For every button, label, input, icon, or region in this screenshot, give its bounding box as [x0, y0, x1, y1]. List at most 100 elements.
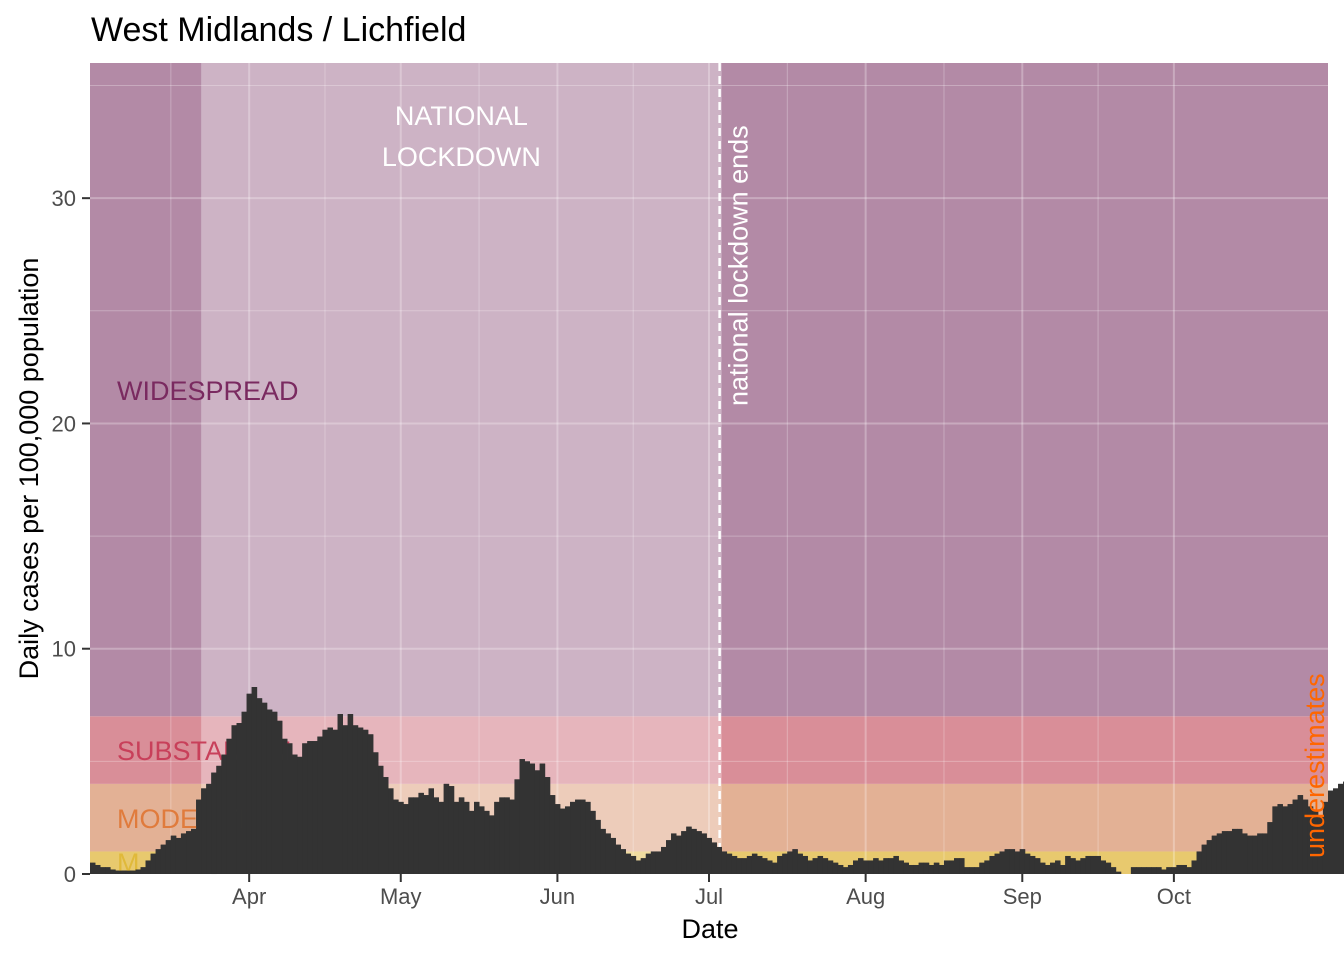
bar — [1333, 788, 1339, 874]
bar — [979, 862, 985, 874]
bar — [509, 799, 515, 874]
lockdown-end-label: national lockdown ends — [724, 125, 754, 406]
bar — [989, 855, 995, 874]
bar — [474, 801, 480, 874]
x-tick-label: Aug — [846, 884, 885, 909]
bar — [1085, 855, 1091, 874]
bar — [1019, 849, 1026, 874]
bar — [817, 855, 824, 874]
bar — [271, 711, 278, 874]
bar — [1247, 835, 1253, 874]
y-axis: 0 10 20 30 — [52, 186, 90, 887]
bar — [180, 833, 187, 874]
bar — [1237, 828, 1243, 874]
bar — [1206, 840, 1213, 874]
bar — [1257, 833, 1263, 874]
bar — [842, 867, 849, 874]
bar — [1338, 783, 1344, 874]
bar — [378, 765, 384, 874]
bar — [701, 833, 707, 874]
bar — [489, 815, 495, 874]
bar — [711, 842, 717, 874]
x-tick-label: May — [380, 884, 422, 909]
bar — [282, 738, 288, 874]
bar — [575, 799, 581, 874]
bar — [923, 862, 930, 874]
bar — [908, 864, 914, 874]
bar — [615, 844, 621, 874]
bar — [165, 840, 172, 874]
bar — [746, 855, 753, 874]
bar — [661, 846, 667, 874]
bar — [1029, 855, 1036, 874]
bar — [1050, 862, 1056, 874]
bar — [1292, 799, 1299, 874]
bar — [433, 797, 440, 874]
bar — [276, 720, 283, 874]
bar — [241, 711, 247, 874]
bar — [115, 870, 121, 874]
bar — [418, 792, 424, 874]
bar — [918, 862, 925, 874]
bar — [514, 779, 520, 874]
bar — [327, 727, 333, 874]
bar — [1095, 855, 1101, 874]
bar — [155, 849, 162, 874]
bar — [1004, 849, 1010, 874]
bar — [140, 867, 146, 874]
x-tick-label: Oct — [1157, 884, 1191, 909]
underestimates-label: underestimates — [1300, 673, 1330, 858]
bar — [847, 864, 854, 874]
bar — [787, 851, 793, 874]
bar — [1075, 860, 1081, 874]
bar — [135, 869, 141, 874]
bar — [757, 855, 763, 874]
bar — [913, 864, 920, 874]
bar — [549, 795, 556, 874]
bar — [999, 851, 1005, 874]
bar — [251, 687, 258, 874]
bar — [468, 810, 475, 874]
bar — [221, 754, 227, 874]
bar — [484, 810, 490, 874]
bar — [797, 853, 803, 874]
bar — [716, 846, 722, 874]
bar — [246, 693, 253, 874]
bar — [873, 858, 879, 874]
bar — [458, 797, 465, 874]
bar — [903, 862, 909, 874]
bar — [1307, 806, 1314, 874]
bar — [186, 831, 192, 874]
bar — [312, 741, 318, 874]
bar — [564, 806, 571, 874]
bar — [499, 797, 505, 874]
bar — [1146, 867, 1152, 874]
y-tick-label: 30 — [52, 186, 76, 211]
bar — [519, 759, 525, 874]
bar — [175, 837, 182, 874]
bar — [676, 835, 682, 874]
bar — [352, 725, 359, 874]
bar — [721, 851, 728, 874]
y-tick-label: 20 — [52, 411, 76, 436]
bar — [554, 804, 561, 874]
bar — [969, 867, 975, 874]
y-tick-label: 0 — [64, 862, 76, 887]
bar — [898, 860, 904, 874]
bar — [120, 870, 126, 874]
bar — [342, 725, 349, 874]
bar — [1297, 795, 1304, 874]
bar — [994, 853, 1000, 874]
bar — [332, 729, 338, 874]
bar — [539, 763, 546, 874]
bar — [1161, 869, 1167, 874]
bar — [792, 849, 798, 874]
bar — [878, 860, 884, 874]
bar — [570, 801, 576, 874]
x-axis: Apr May Jun Jul Aug Sep Oct — [232, 874, 1191, 909]
bar — [1080, 858, 1086, 874]
bar — [691, 828, 697, 874]
bar — [1231, 828, 1238, 874]
bar — [1110, 867, 1117, 874]
bar — [762, 858, 768, 874]
